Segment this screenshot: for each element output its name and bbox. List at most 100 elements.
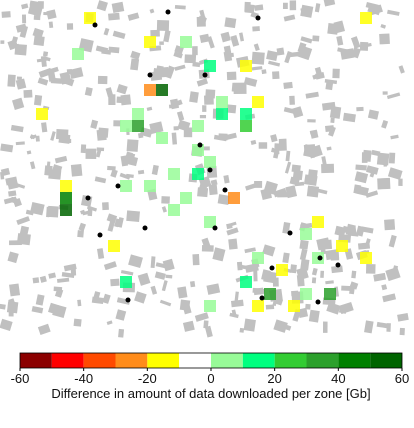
building: [355, 164, 367, 171]
colorbar-segment: [338, 353, 371, 368]
building: [382, 91, 388, 95]
zone: [60, 192, 72, 204]
building: [98, 127, 109, 138]
building: [355, 225, 365, 237]
building: [254, 4, 264, 11]
building: [314, 3, 321, 13]
building: [325, 280, 334, 285]
building: [42, 51, 49, 57]
zone: [252, 96, 264, 108]
building: [54, 155, 68, 164]
zone: [180, 36, 192, 48]
building: [174, 4, 186, 10]
building: [276, 47, 285, 56]
building: [260, 188, 273, 201]
building: [177, 286, 188, 299]
building: [397, 313, 409, 322]
zone: [144, 180, 156, 192]
building: [115, 309, 127, 321]
zone: [300, 228, 312, 240]
antenna: [207, 167, 213, 173]
building: [55, 129, 69, 140]
building: [208, 184, 218, 196]
building: [207, 36, 215, 49]
building: [199, 33, 210, 43]
building: [54, 288, 64, 298]
building: [149, 8, 155, 14]
building: [354, 171, 369, 184]
building: [189, 91, 199, 103]
zone: [192, 168, 204, 180]
building: [125, 152, 136, 160]
building: [217, 255, 222, 261]
building: [51, 164, 63, 177]
building: [156, 20, 170, 31]
building: [244, 247, 256, 254]
zone: [360, 12, 372, 24]
zone: [288, 300, 300, 312]
building: [95, 148, 102, 158]
building: [47, 205, 59, 218]
building: [300, 4, 314, 18]
building: [251, 51, 265, 65]
building: [250, 139, 257, 145]
building: [204, 325, 213, 338]
building: [102, 293, 111, 304]
building: [371, 149, 381, 157]
antenna: [115, 183, 121, 189]
building: [35, 135, 40, 142]
building: [126, 210, 140, 222]
building: [355, 185, 369, 197]
zone: [120, 120, 132, 132]
building: [277, 193, 289, 198]
zone: [240, 60, 252, 72]
zone: [72, 48, 84, 60]
zone: [204, 216, 216, 228]
building: [137, 132, 144, 139]
building: [252, 26, 260, 32]
building: [365, 264, 376, 274]
zone: [204, 156, 216, 168]
building: [324, 125, 335, 133]
building: [126, 139, 139, 152]
colorbar-tick-label: -60: [11, 371, 30, 386]
building: [382, 293, 397, 303]
building: [282, 222, 291, 234]
building: [291, 164, 301, 173]
building: [192, 254, 200, 266]
building: [367, 109, 379, 120]
building: [223, 132, 237, 141]
building: [80, 144, 87, 154]
building: [381, 119, 389, 129]
building: [97, 75, 108, 85]
building: [299, 248, 308, 261]
building: [192, 46, 198, 56]
building: [32, 27, 44, 39]
building: [154, 271, 166, 280]
colorbar-segment: [179, 353, 211, 368]
building: [323, 0, 336, 7]
building: [251, 66, 263, 71]
building: [11, 36, 19, 43]
zone: [144, 84, 156, 96]
zone: [276, 264, 288, 276]
building: [292, 169, 303, 181]
building: [31, 305, 44, 314]
building: [243, 318, 256, 332]
zone: [156, 84, 168, 96]
building: [390, 134, 399, 140]
building: [244, 263, 259, 273]
colorbar-tick-label: 0: [207, 371, 214, 386]
zone: [252, 300, 264, 312]
building: [91, 296, 104, 305]
building: [383, 157, 388, 167]
zone: [180, 192, 192, 204]
building: [258, 142, 268, 149]
building: [326, 302, 341, 315]
building: [369, 169, 376, 178]
building: [253, 43, 260, 51]
building: [108, 12, 120, 21]
zone: [216, 108, 228, 120]
building: [321, 101, 336, 111]
antenna: [197, 142, 203, 148]
